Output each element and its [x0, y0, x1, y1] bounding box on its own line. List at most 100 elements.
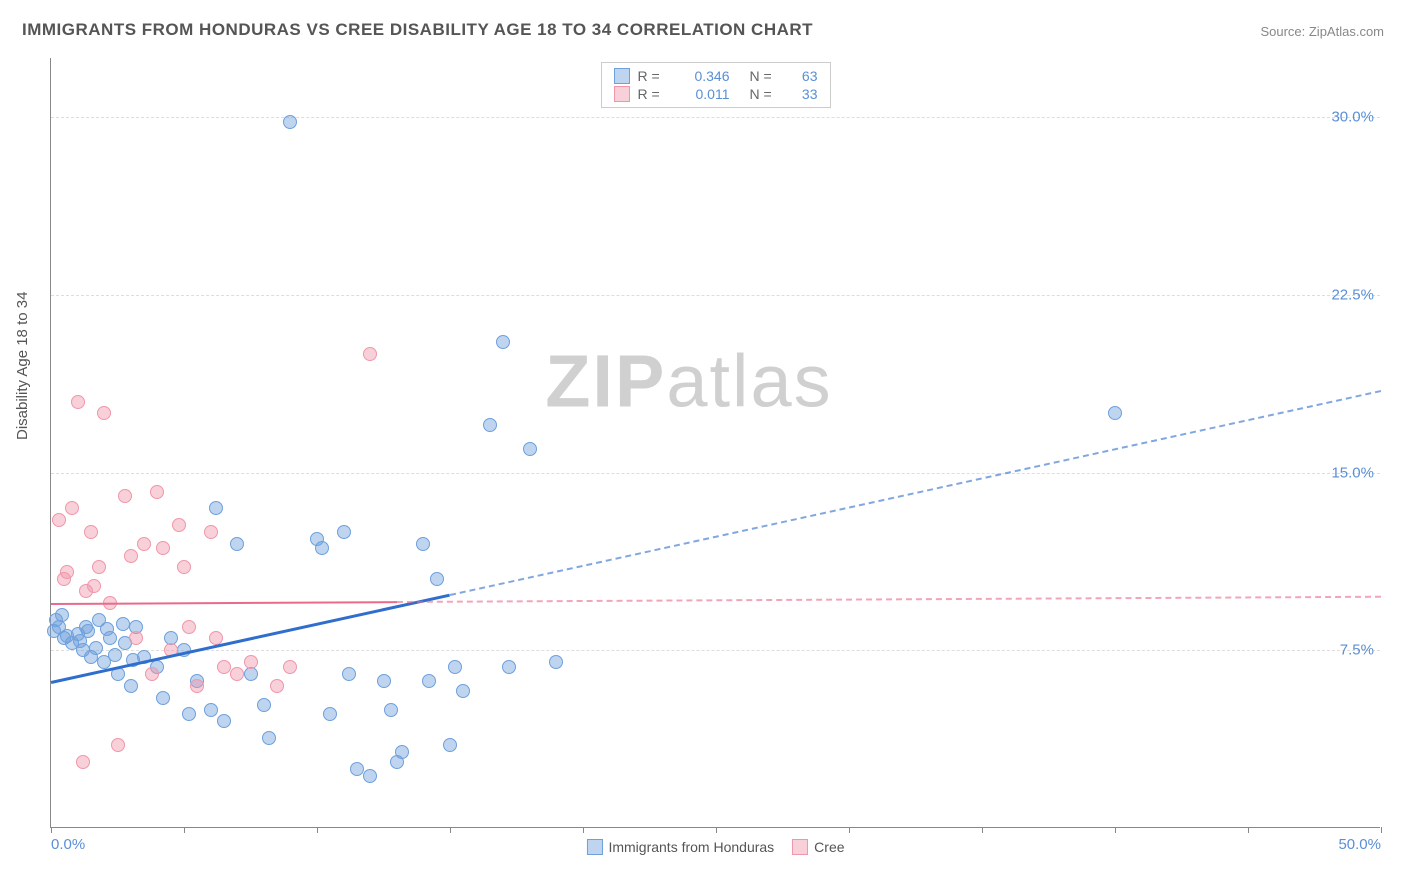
data-point — [182, 707, 196, 721]
data-point — [129, 631, 143, 645]
x-tick-mark — [1115, 827, 1116, 833]
legend-n-label: N = — [750, 68, 782, 84]
data-point — [137, 537, 151, 551]
data-point — [81, 624, 95, 638]
source-label: Source: ZipAtlas.com — [1260, 24, 1384, 39]
legend-n-label: N = — [750, 86, 782, 102]
y-tick-label: 7.5% — [1340, 642, 1374, 659]
legend-swatch — [614, 68, 630, 84]
gridline — [51, 650, 1380, 651]
data-point — [150, 485, 164, 499]
x-tick-label: 0.0% — [51, 836, 85, 853]
y-tick-label: 15.0% — [1331, 464, 1374, 481]
data-point — [116, 617, 130, 631]
y-axis-label: Disability Age 18 to 34 — [14, 292, 31, 440]
legend-stat-row: R = 0.346 N = 63 — [614, 67, 818, 85]
data-point — [182, 620, 196, 634]
data-point — [483, 418, 497, 432]
gridline — [51, 295, 1380, 296]
data-point — [97, 406, 111, 420]
data-point — [52, 513, 66, 527]
data-point — [363, 769, 377, 783]
data-point — [456, 684, 470, 698]
x-tick-mark — [51, 827, 52, 833]
data-point — [1108, 406, 1122, 420]
data-point — [118, 489, 132, 503]
legend-swatch — [614, 86, 630, 102]
x-tick-mark — [849, 827, 850, 833]
gridline — [51, 473, 1380, 474]
legend-stat-row: R = 0.011 N = 33 — [614, 85, 818, 103]
data-point — [190, 679, 204, 693]
data-point — [230, 537, 244, 551]
x-tick-mark — [1248, 827, 1249, 833]
trend-line — [397, 596, 1381, 603]
data-point — [145, 667, 159, 681]
data-point — [87, 579, 101, 593]
legend-swatch — [792, 839, 808, 855]
data-point — [217, 714, 231, 728]
legend-n-value: 63 — [790, 68, 818, 84]
data-point — [342, 667, 356, 681]
data-point — [283, 660, 297, 674]
watermark: ZIPatlas — [545, 338, 832, 423]
data-point — [124, 549, 138, 563]
data-point — [257, 698, 271, 712]
data-point — [395, 745, 409, 759]
data-point — [156, 541, 170, 555]
legend-series-item: Cree — [792, 839, 844, 855]
legend-r-label: R = — [638, 68, 670, 84]
data-point — [84, 525, 98, 539]
data-point — [124, 679, 138, 693]
legend-series-item: Immigrants from Honduras — [586, 839, 774, 855]
data-point — [448, 660, 462, 674]
legend-n-value: 33 — [790, 86, 818, 102]
x-tick-mark — [583, 827, 584, 833]
data-point — [204, 703, 218, 717]
data-point — [283, 115, 297, 129]
data-point — [363, 347, 377, 361]
x-tick-mark — [982, 827, 983, 833]
data-point — [350, 762, 364, 776]
data-point — [377, 674, 391, 688]
data-point — [177, 560, 191, 574]
y-tick-label: 30.0% — [1331, 109, 1374, 126]
legend-swatch — [586, 839, 602, 855]
data-point — [523, 442, 537, 456]
data-point — [76, 755, 90, 769]
data-point — [430, 572, 444, 586]
data-point — [172, 518, 186, 532]
data-point — [47, 624, 61, 638]
legend-series-label: Cree — [814, 839, 844, 855]
data-point — [230, 667, 244, 681]
legend-r-value: 0.346 — [678, 68, 730, 84]
data-point — [71, 395, 85, 409]
data-point — [100, 622, 114, 636]
data-point — [89, 641, 103, 655]
data-point — [156, 691, 170, 705]
data-point — [65, 501, 79, 515]
x-tick-mark — [1381, 827, 1382, 833]
legend-r-label: R = — [638, 86, 670, 102]
y-tick-label: 22.5% — [1331, 286, 1374, 303]
data-point — [217, 660, 231, 674]
legend-stats: R = 0.346 N = 63 R = 0.011 N = 33 — [601, 62, 831, 108]
data-point — [496, 335, 510, 349]
data-point — [337, 525, 351, 539]
trend-line — [450, 390, 1381, 596]
data-point — [443, 738, 457, 752]
x-tick-mark — [184, 827, 185, 833]
x-tick-mark — [716, 827, 717, 833]
data-point — [323, 707, 337, 721]
chart-title: IMMIGRANTS FROM HONDURAS VS CREE DISABIL… — [22, 20, 813, 40]
data-point — [422, 674, 436, 688]
data-point — [111, 738, 125, 752]
data-point — [416, 537, 430, 551]
data-point — [108, 648, 122, 662]
data-point — [209, 501, 223, 515]
data-point — [384, 703, 398, 717]
data-point — [315, 541, 329, 555]
data-point — [60, 629, 74, 643]
legend-r-value: 0.011 — [678, 86, 730, 102]
gridline — [51, 117, 1380, 118]
